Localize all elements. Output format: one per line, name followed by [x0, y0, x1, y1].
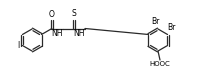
Text: HOOC: HOOC [150, 62, 170, 67]
Text: Br: Br [167, 22, 176, 32]
Text: S: S [72, 9, 76, 18]
Text: NH: NH [74, 29, 85, 38]
Text: O: O [49, 9, 55, 19]
Text: Br: Br [151, 17, 159, 26]
Text: I: I [18, 41, 20, 50]
Text: NH: NH [52, 29, 63, 38]
